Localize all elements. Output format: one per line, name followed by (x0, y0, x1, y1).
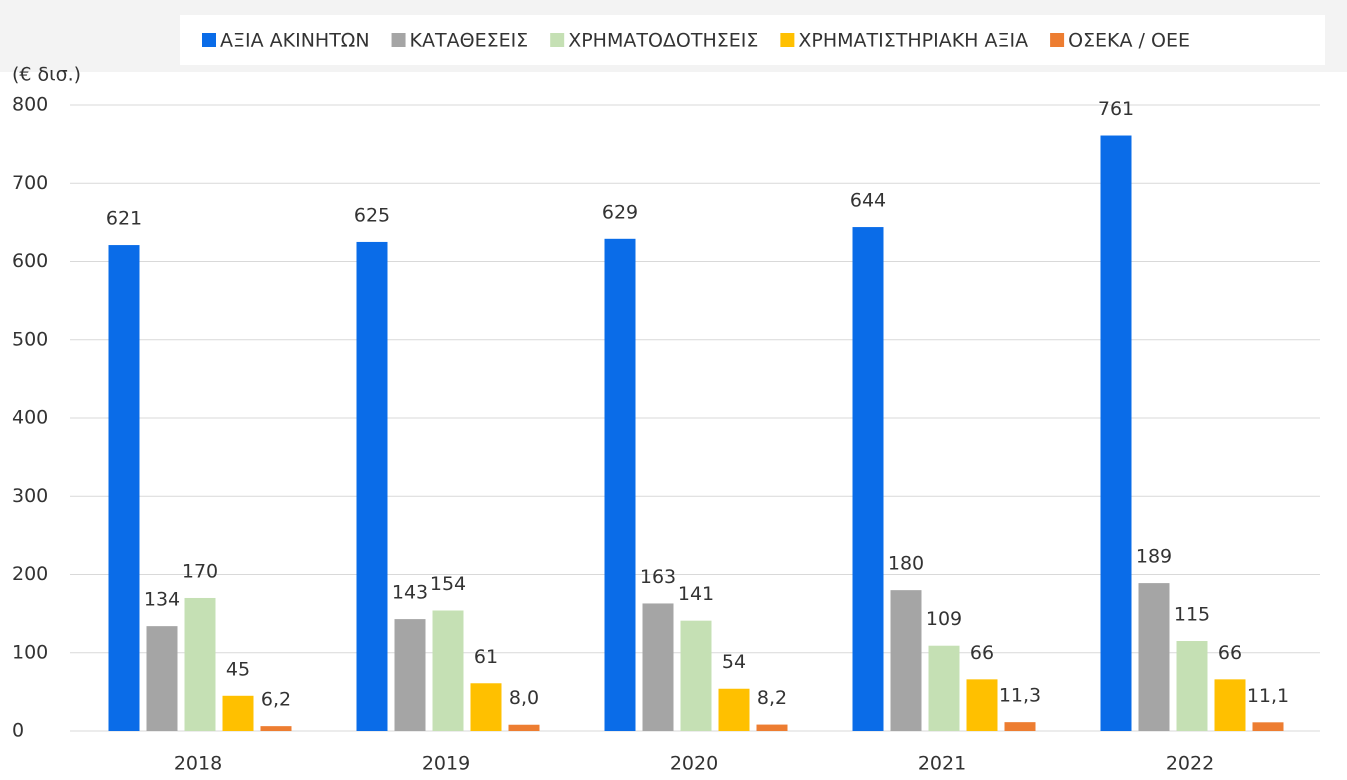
data-label: 625 (354, 204, 390, 226)
x-tick-label: 2021 (918, 753, 966, 775)
legend-swatch (391, 33, 406, 47)
bar (966, 679, 998, 731)
data-label: 154 (430, 573, 466, 595)
legend-swatch (550, 33, 565, 47)
legend-swatch (780, 33, 795, 47)
data-label: 8,0 (509, 687, 539, 709)
bar (470, 683, 502, 731)
data-label: 621 (106, 208, 142, 230)
data-label: 629 (602, 201, 638, 223)
data-label: 54 (722, 651, 746, 673)
bar (1176, 641, 1208, 731)
bar (852, 227, 884, 731)
legend-label: ΑΞΙΑ ΑΚΙΝΗΤΩΝ (220, 30, 370, 52)
legend-label: ΧΡΗΜΑΤΙΣΤΗΡΙΑΚΗ ΑΞΙΑ (798, 30, 1028, 52)
bar (432, 610, 464, 731)
bar (928, 645, 960, 731)
y-tick-label: 100 (12, 641, 48, 663)
data-label: 644 (850, 190, 886, 212)
data-label: 170 (182, 560, 218, 582)
bar (604, 238, 636, 731)
y-tick-label: 600 (12, 250, 48, 272)
legend-box (180, 15, 1325, 65)
bar (756, 724, 788, 731)
data-label: 180 (888, 553, 924, 575)
bar (642, 603, 674, 731)
data-label: 66 (970, 642, 994, 664)
y-tick-label: 0 (12, 720, 24, 742)
data-label: 11,1 (1247, 685, 1289, 707)
bar (108, 245, 140, 731)
y-tick-label: 200 (12, 563, 48, 585)
y-axis-label: (€ δισ.) (12, 64, 81, 86)
bar (222, 695, 254, 731)
data-label: 66 (1218, 642, 1242, 664)
bar (184, 597, 216, 731)
legend-swatch (1050, 33, 1065, 47)
data-label: 163 (640, 566, 676, 588)
y-tick-label: 500 (12, 328, 48, 350)
bar (680, 620, 712, 731)
data-label: 115 (1174, 604, 1210, 626)
y-tick-label: 800 (12, 94, 48, 116)
bar (394, 619, 426, 731)
data-label: 6,2 (261, 689, 291, 711)
legend-swatch (202, 33, 216, 47)
bar (508, 724, 540, 731)
bar (146, 626, 178, 731)
data-label: 109 (926, 608, 962, 630)
data-label: 189 (1136, 546, 1172, 568)
legend-label: ΧΡΗΜΑΤΟΔΟΤΗΣΕΙΣ (568, 30, 758, 52)
bar (1100, 135, 1132, 731)
data-label: 134 (144, 589, 180, 611)
bar (1214, 679, 1246, 731)
x-tick-label: 2018 (174, 753, 222, 775)
bar (718, 688, 750, 731)
y-tick-label: 300 (12, 485, 48, 507)
y-tick-label: 700 (12, 172, 48, 194)
bar (1138, 583, 1170, 731)
x-tick-label: 2022 (1166, 753, 1214, 775)
legend-label: ΚΑΤΑΘΕΣΕΙΣ (410, 30, 529, 52)
x-tick-label: 2020 (670, 753, 718, 775)
bar (356, 241, 388, 731)
data-label: 45 (226, 658, 250, 680)
bar (260, 726, 292, 731)
data-label: 61 (474, 646, 498, 668)
bar (890, 590, 922, 731)
bar (1252, 722, 1284, 731)
data-label: 141 (678, 583, 714, 605)
data-label: 143 (392, 582, 428, 604)
data-label: 761 (1098, 98, 1134, 120)
data-label: 8,2 (757, 687, 787, 709)
legend-label: ΟΣΕΚΑ / ΟΕΕ (1068, 30, 1190, 52)
y-tick-label: 400 (12, 407, 48, 429)
bar (1004, 722, 1036, 731)
x-tick-label: 2019 (422, 753, 470, 775)
data-label: 11,3 (999, 685, 1041, 707)
